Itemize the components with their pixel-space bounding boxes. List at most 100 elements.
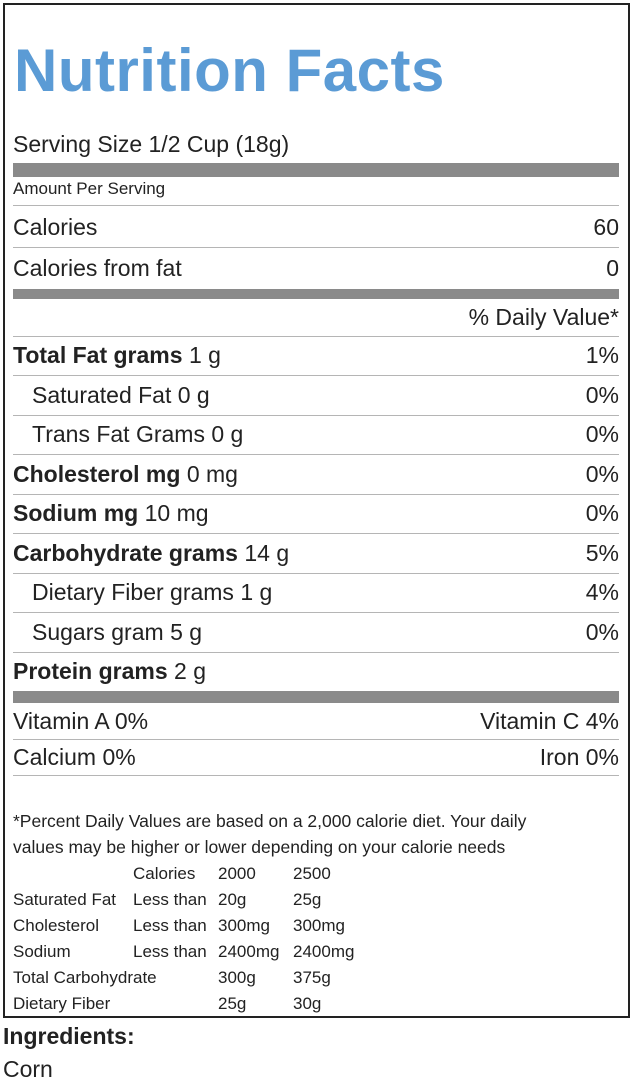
ref-value: 300g [218,968,256,987]
nutrient-name: Trans Fat Grams [32,421,205,447]
ref-value: 20g [218,890,247,909]
divider [13,247,619,248]
vitamin-row: Vitamin A 0% Vitamin C 4% [13,703,619,739]
nutrient-label: Cholesterol mg 0 mg [13,461,238,488]
divider [13,651,619,653]
medium-bar [13,289,619,299]
nutrient-dv: 0% [585,500,619,526]
nutrient-name: Saturated Fat [32,381,172,408]
amount-per-serving: Amount Per Serving [13,179,166,198]
nutrient-amount: 5 g [170,618,203,645]
calories-value: 60 [593,213,619,240]
nutrient-label: Protein grams 2 g [13,658,206,685]
nutrient-label: Dietary Fiber grams 1 g [13,579,272,606]
vitamin: Iron 0% [539,743,619,770]
nutrient-dv: 0% [585,618,619,645]
calories-label: Calories [13,213,98,240]
ref-limit: Less than [133,890,207,909]
title: Nutrition Facts [14,37,445,104]
footnote: values may be higher or lower depending … [13,837,506,857]
footnote: *Percent Daily Values are based on a 2,0… [13,811,527,831]
divider [13,493,619,495]
ref-value: 25g [218,994,247,1013]
calories-fat-label: Calories from fat [13,254,182,281]
vitamin-row: Calcium 0% Iron 0% [13,739,619,775]
serving-size: Serving Size 1/2 Cup (18g) [13,131,290,157]
ref-limit: Less than [133,942,207,961]
ref-value: 2400mg [293,942,355,961]
nutrient-dv: 1% [585,342,619,368]
ref-name: Cholesterol [13,916,99,935]
nutrient-label: Trans Fat Grams 0 g [13,421,243,448]
label-border [3,3,630,1018]
nutrient-row: Dietary Fiber grams 1 g 4% [13,573,619,612]
nutrient-name: Carbohydrate grams [13,539,238,566]
divider [13,454,619,455]
nutrient-row: Trans Fat Grams 0 g 0% [13,415,619,454]
nutrient-name: Protein grams [13,658,168,684]
vitamin: Vitamin C 4% [480,707,619,734]
ref-value: 2400mg [218,942,280,961]
nutrient-dv: 0% [585,381,619,408]
ref-header-label: Calories [133,864,196,883]
ref-value: 25g [293,890,322,909]
dv-header: % Daily Value* [468,304,619,330]
nutrient-row: Cholesterol mg 0 mg 0% [13,455,619,494]
ref-value: 375g [293,968,331,987]
ref-header-value: 2500 [293,864,331,883]
ref-name: Saturated Fat [13,890,117,909]
nutrient-amount: 0 mg [186,460,238,487]
nutrient-row: Sugars gram 5 g 0% [13,613,619,652]
nutrient-label: Sugars gram 5 g [13,619,202,646]
ref-value: 30g [293,994,322,1013]
nutrient-amount: 1 g [188,342,221,368]
nutrient-name: Sugars gram [32,618,164,645]
vitamin: Vitamin A 0% [13,707,149,734]
nutrient-label: Carbohydrate grams 14 g [13,540,289,567]
nutrient-amount: 0 g [211,421,244,447]
nutrient-amount: 0 g [177,381,210,408]
vitamin: Calcium 0% [13,743,136,770]
divider [13,572,619,574]
divider [13,205,619,206]
divider [13,336,619,337]
calories-fat-value: 0 [606,254,619,281]
ref-name: Dietary Fiber [13,994,111,1013]
nutrient-amount: 14 g [244,539,290,566]
nutrient-row: Saturated Fat 0 g 0% [13,376,619,415]
thick-bar [13,691,619,703]
nutrient-dv: 4% [585,579,619,605]
ingredients-label: Ingredients: [3,1023,135,1049]
nutrient-label: Sodium mg 10 mg [13,500,209,527]
calories-row: Calories 60 [13,208,619,246]
calories-fat-row: Calories from fat 0 [13,249,619,287]
nutrient-amount: 1 g [240,579,273,605]
nutrient-dv: 0% [585,460,619,487]
nutrient-name: Cholesterol mg [13,460,181,487]
nutrient-row: Protein grams 2 g [13,652,619,691]
divider [13,533,619,534]
nutrient-label: Saturated Fat 0 g [13,382,210,409]
divider [13,775,619,776]
nutrient-name: Sodium mg [13,500,139,526]
nutrient-row: Carbohydrate grams 14 g 5% [13,534,619,573]
ref-value: 300mg [218,916,270,935]
ingredients-text: Corn [3,1056,53,1082]
divider [13,739,619,740]
nutrient-name: Dietary Fiber grams [32,579,234,605]
divider [13,414,619,416]
ref-name: Sodium [13,942,71,961]
ref-limit: Less than [133,916,207,935]
ref-name: Total Carbohydrate [13,968,157,987]
ref-value: 300mg [293,916,345,935]
divider [13,375,619,376]
nutrient-dv: 5% [585,539,619,566]
nutrient-dv: 0% [585,421,619,447]
ref-header-value: 2000 [218,864,256,883]
thick-bar [13,163,619,177]
nutrient-amount: 10 mg [144,500,209,526]
nutrient-label: Total Fat grams 1 g [13,342,221,369]
nutrient-row: Total Fat grams 1 g 1% [13,336,619,375]
divider [13,612,619,613]
nutrient-name: Total Fat grams [13,342,183,368]
